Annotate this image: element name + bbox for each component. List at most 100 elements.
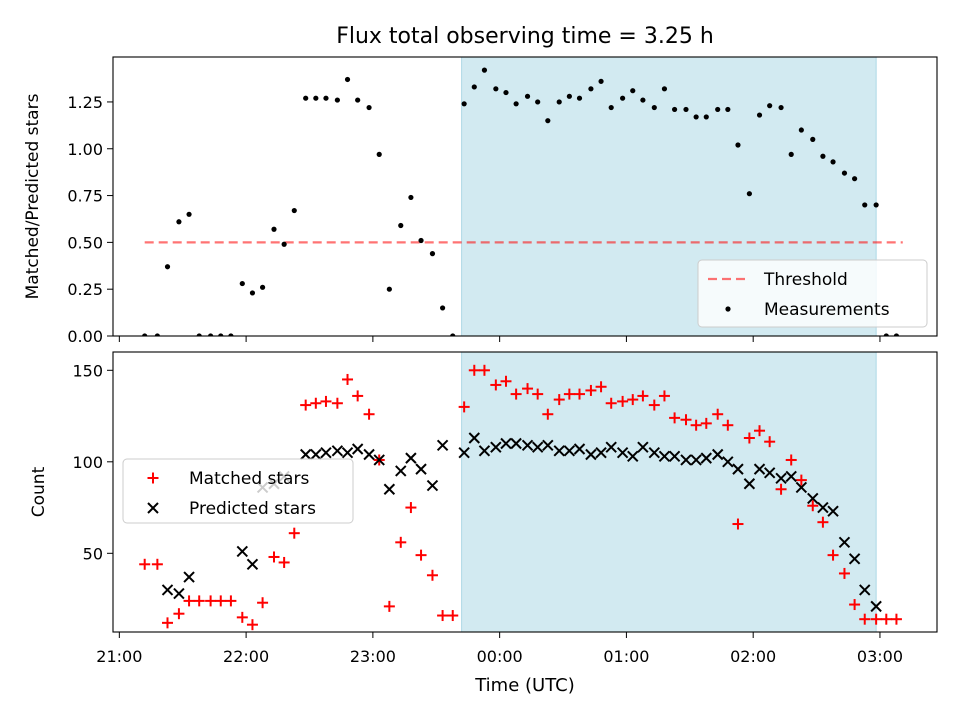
matched-star-point xyxy=(342,373,354,385)
predicted-star-point xyxy=(595,446,607,459)
measurement-point xyxy=(218,333,224,336)
measurement-point xyxy=(598,78,604,84)
measurement-point xyxy=(493,86,499,92)
matched-star-point xyxy=(732,518,744,530)
measurement-point xyxy=(366,104,372,111)
matched-star-point xyxy=(225,595,237,607)
measurement-point xyxy=(503,89,509,96)
predicted-star-point xyxy=(658,450,671,463)
predicted-star-point xyxy=(563,445,576,457)
matched-star-point xyxy=(468,364,480,376)
predicted-star-point xyxy=(785,470,797,483)
measurement-point xyxy=(620,95,626,101)
predicted-star-point xyxy=(351,443,364,455)
predicted-star-point xyxy=(690,454,702,466)
predicted-star-point xyxy=(722,456,734,468)
measurement-point xyxy=(556,99,562,105)
measurement-point xyxy=(239,280,245,287)
measurement-point xyxy=(513,101,519,107)
matched-star-point xyxy=(257,597,269,609)
predicted-star-point xyxy=(521,439,534,452)
predicted-star-point xyxy=(426,479,439,492)
predicted-star-point xyxy=(310,448,322,461)
matched-star-point xyxy=(288,527,300,539)
measurement-point xyxy=(249,290,256,296)
legend: Threshold Measurements xyxy=(697,259,928,328)
predicted-star-point xyxy=(542,439,554,452)
predicted-star-point xyxy=(458,446,470,459)
matched-star-point xyxy=(595,381,607,393)
predicted-star-point xyxy=(405,452,417,464)
predicted-star-point xyxy=(320,446,332,459)
measurement-point xyxy=(893,333,900,336)
matched-star-point xyxy=(500,375,512,387)
matched-star-point xyxy=(183,595,195,607)
measurement-point xyxy=(788,151,794,157)
matched-star-point xyxy=(754,425,766,437)
matched-star-point xyxy=(785,454,797,466)
y-axis-label: Count xyxy=(29,466,49,517)
x-tick-label: 02:00 xyxy=(730,647,776,666)
measurement-point xyxy=(661,86,668,92)
ratio-panel: 0.00 0.25 0.50 0.75 1.00 1.25 Matched/Predicte… xyxy=(23,56,938,346)
matched-star-point xyxy=(585,384,597,396)
plot-area xyxy=(139,364,902,631)
predicted-star-point xyxy=(341,446,354,459)
x-tick-label: 01:00 xyxy=(603,647,649,666)
measurement-point xyxy=(344,76,351,83)
matched-star-point xyxy=(310,397,322,409)
measurement-point xyxy=(481,67,488,73)
matched-star-point xyxy=(712,408,724,420)
predicted-star-point xyxy=(732,463,744,475)
legend-predicted-swatch-b xyxy=(147,502,159,514)
measurement-point xyxy=(208,333,214,336)
predicted-star-point xyxy=(236,545,249,558)
measurement-point xyxy=(313,95,319,101)
predicted-star-point xyxy=(859,584,871,596)
measurement-point xyxy=(883,333,889,336)
matched-star-point xyxy=(617,395,629,407)
y-tick-label: 150 xyxy=(72,361,103,380)
matched-star-point xyxy=(838,567,850,579)
measurement-point xyxy=(810,136,816,142)
predicted-star-point xyxy=(711,448,724,461)
predicted-star-point xyxy=(616,446,629,459)
matched-star-point xyxy=(490,379,502,391)
matched-star-point xyxy=(817,516,829,528)
legend-box xyxy=(122,458,354,524)
matched-star-point xyxy=(563,388,575,400)
measurement-point xyxy=(566,93,572,99)
matched-star-point xyxy=(478,364,490,376)
predicted-star-point xyxy=(795,481,808,494)
matched-star-point xyxy=(795,474,807,486)
predicted-star-point xyxy=(183,571,195,583)
measurement-point xyxy=(608,104,614,111)
measurement-point xyxy=(355,97,361,103)
measurement-point xyxy=(303,95,309,101)
matched-star-point xyxy=(775,483,787,495)
predicted-star-point xyxy=(531,441,544,453)
predicted-star-point xyxy=(753,463,766,475)
y-tick-label: 0.75 xyxy=(67,187,103,206)
measurement-point xyxy=(271,226,277,232)
measurement-point xyxy=(683,106,689,113)
measurement-point xyxy=(450,333,456,336)
x-tick-label: 23:00 xyxy=(350,647,396,666)
matched-star-point xyxy=(300,399,312,411)
predicted-star-point xyxy=(763,467,776,479)
y-tick-label: 50 xyxy=(83,544,103,563)
matched-star-point xyxy=(669,412,681,424)
matched-star-point xyxy=(395,536,407,548)
measurement-point xyxy=(164,264,171,270)
measurement-point xyxy=(651,104,657,111)
predicted-star-point xyxy=(573,443,586,455)
predicted-star-point xyxy=(510,437,522,450)
matched-star-point xyxy=(383,600,395,612)
measurement-point xyxy=(418,237,424,244)
matched-star-point xyxy=(437,610,449,622)
measurement-point xyxy=(576,95,583,101)
predicted-star-point xyxy=(373,454,385,466)
measurement-point xyxy=(873,202,879,208)
measurement-point xyxy=(176,219,182,225)
